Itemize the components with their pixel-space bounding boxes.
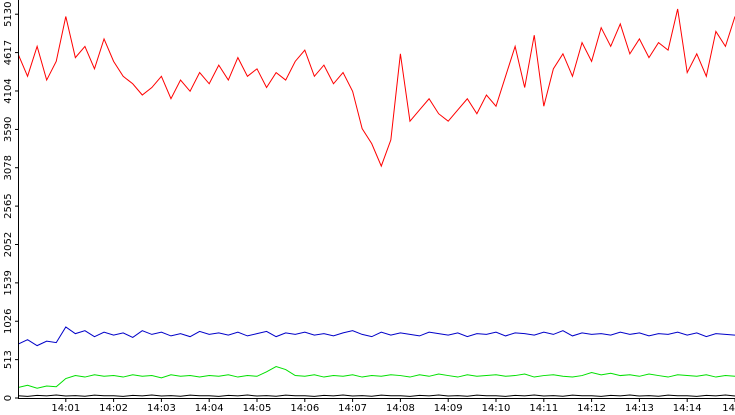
x-tick-label: 14:11 — [529, 403, 558, 414]
plot-area — [18, 8, 735, 397]
x-tick-label: 14:13 — [625, 403, 654, 414]
x-tick-label: 14:08 — [386, 403, 415, 414]
x-tick-label: 14:01 — [51, 403, 80, 414]
x-tick-label: 14:12 — [577, 403, 606, 414]
y-tick-label: 0 — [3, 395, 14, 401]
series-line — [18, 394, 735, 397]
series-line — [18, 326, 735, 347]
y-tick-label: 3590 — [3, 117, 14, 142]
x-tick-label: 14:04 — [195, 403, 224, 414]
y-tick-label: 1539 — [3, 270, 14, 295]
x-tick-label: 14:05 — [243, 403, 272, 414]
x-tick-label: 14:03 — [147, 403, 176, 414]
x-tick-label: 14:07 — [338, 403, 367, 414]
y-tick-label: 513 — [3, 350, 14, 369]
y-tick-label: 2052 — [3, 232, 14, 257]
x-tick-label: 14:14 — [673, 403, 702, 414]
series-line — [18, 8, 735, 168]
x-tick-label: 14:02 — [99, 403, 128, 414]
y-tick-label: 4617 — [3, 40, 14, 65]
series-line — [18, 366, 735, 389]
x-tick-label: 14:09 — [434, 403, 463, 414]
y-tick-label: 5130 — [3, 1, 14, 26]
x-tick-label: 14:10 — [482, 403, 511, 414]
y-tick-label: 2565 — [3, 193, 14, 218]
x-tick-label: 14 — [722, 403, 735, 414]
x-tick-label: 14:06 — [290, 403, 319, 414]
y-tick-label: 4104 — [3, 78, 14, 103]
y-tick-label: 1026 — [3, 309, 14, 334]
y-tick-label: 3078 — [3, 155, 14, 180]
